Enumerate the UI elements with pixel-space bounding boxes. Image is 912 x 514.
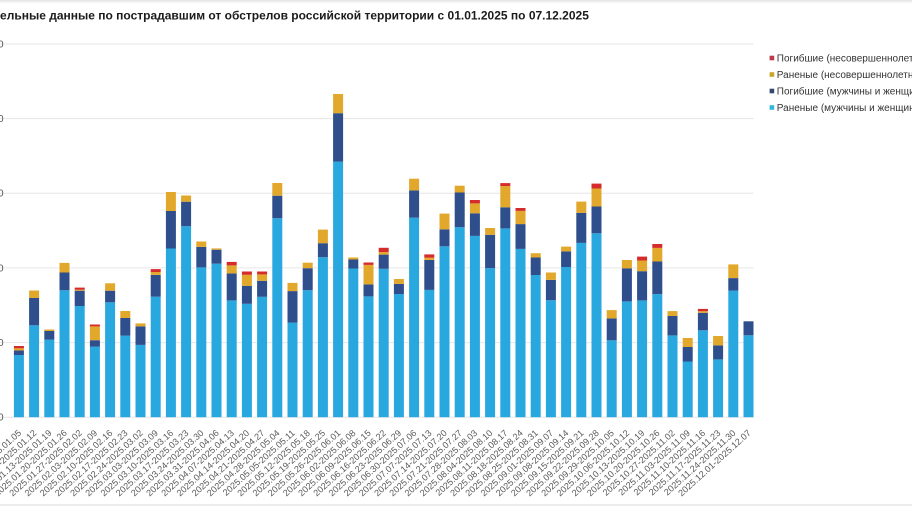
svg-text:Раненые (мужчины и женщины): Раненые (мужчины и женщины) — [777, 103, 912, 114]
svg-text:0: 0 — [0, 338, 4, 349]
svg-text:0: 0 — [0, 114, 4, 125]
svg-text:Погибшие (несовершеннолетние): Погибшие (несовершеннолетние) — [777, 53, 912, 65]
svg-text:Погибшие (мужчины и женщины): Погибшие (мужчины и женщины) — [777, 86, 912, 98]
svg-text:Раненые (несовершеннолетние): Раненые (несовершеннолетние) — [777, 70, 912, 81]
svg-text:0: 0 — [0, 189, 4, 200]
svg-text:0: 0 — [0, 263, 4, 274]
svg-text:0: 0 — [0, 413, 4, 424]
svg-text:0: 0 — [0, 39, 4, 50]
svg-text:Предварительные данные по пост: Предварительные данные по пострадавшим о… — [0, 8, 589, 22]
